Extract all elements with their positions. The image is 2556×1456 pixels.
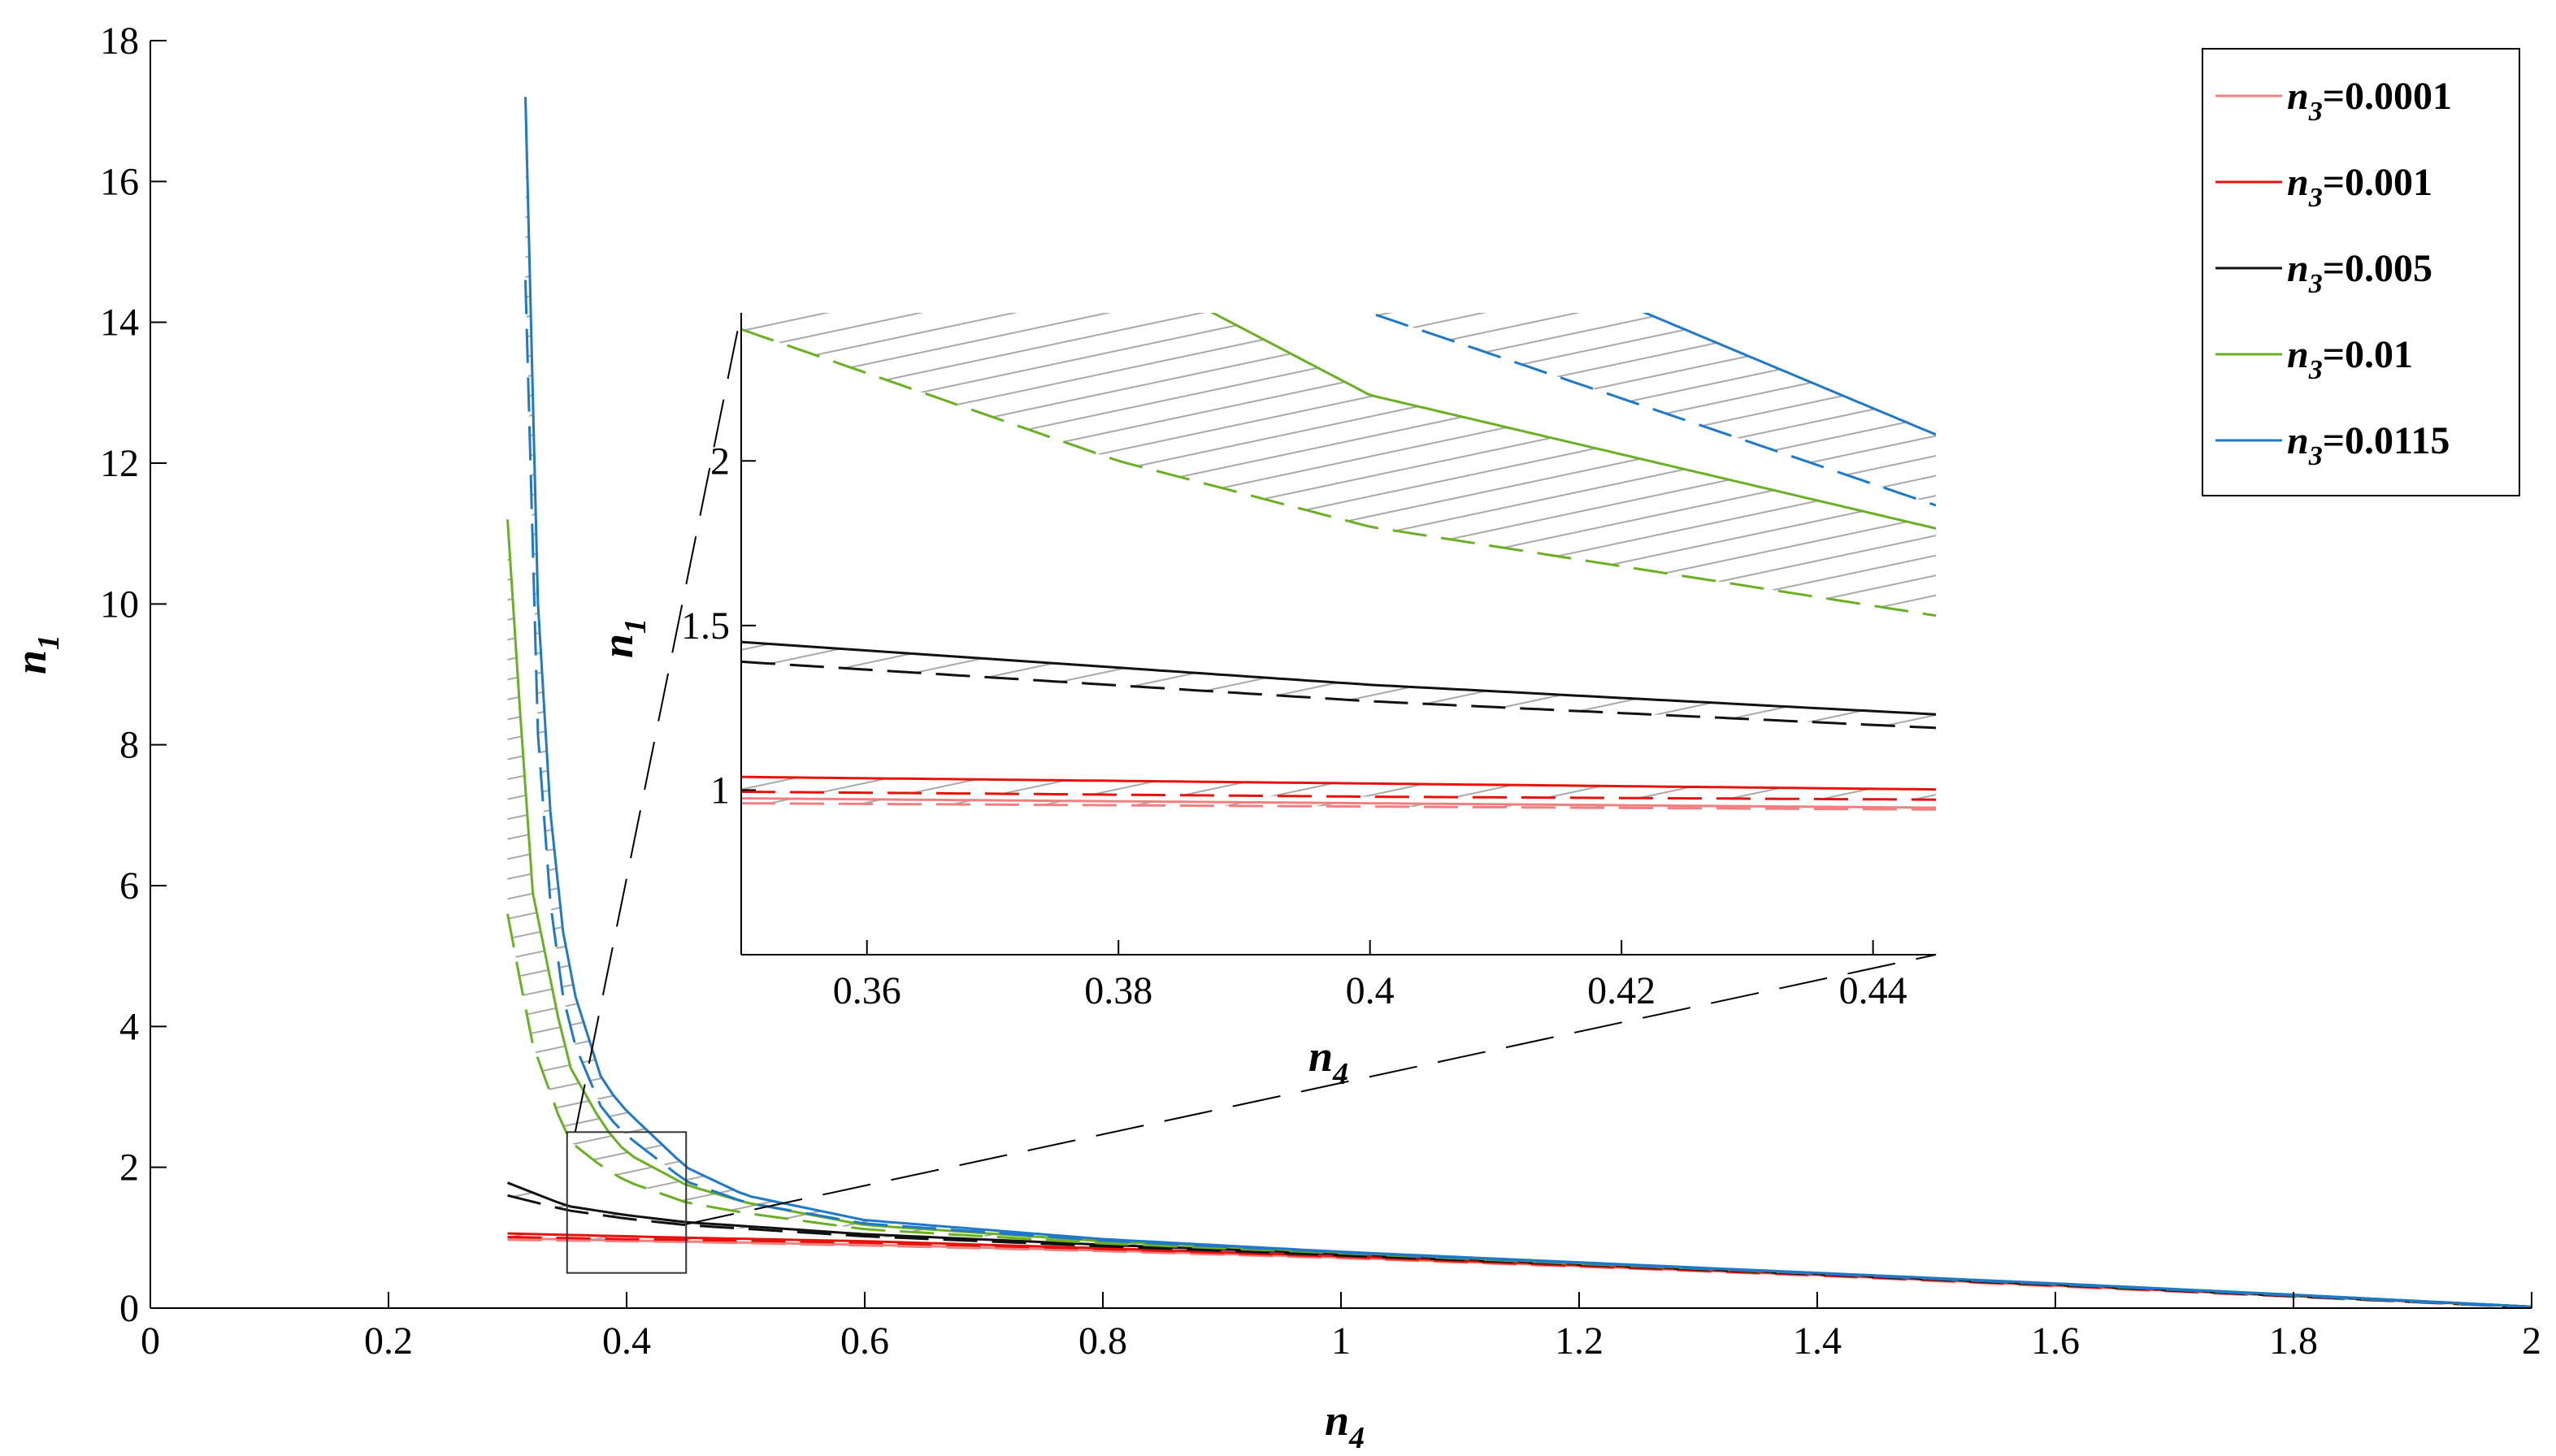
inset-line-upper-series-2 — [741, 640, 1936, 716]
x-tick-label: 1.2 — [1555, 1320, 1603, 1363]
legend-entry-series-2: n3=0.005 — [2287, 247, 2432, 299]
legend-entry-value: =0.01 — [2323, 333, 2413, 376]
inset-y-tick-label: 2 — [710, 440, 730, 483]
legend-entry-subscript: 3 — [2308, 441, 2323, 471]
x-tick-label: 0 — [141, 1320, 160, 1363]
main-band-series-0 — [507, 1238, 2532, 1308]
inset-x-tick-label: 0.42 — [1587, 969, 1656, 1012]
y-tick-label: 16 — [100, 160, 139, 203]
legend: n3=0.0001n3=0.001n3=0.005n3=0.01n3=0.011… — [2202, 48, 2520, 496]
y-axis-label: n1 — [7, 635, 66, 674]
legend-entry-value: =0.005 — [2323, 247, 2432, 290]
inset-line-lower-series-1 — [741, 791, 1936, 801]
x-tick-label: 0.2 — [364, 1320, 413, 1363]
x-tick-label: 0.6 — [840, 1320, 889, 1363]
x-tick-label: 0.8 — [1078, 1320, 1127, 1363]
y-axis-label-subscript: 1 — [32, 635, 66, 650]
x-tick-label: 1.6 — [2031, 1320, 2080, 1363]
y-tick-label: 14 — [100, 301, 139, 344]
legend-entry-value: =0.0115 — [2323, 419, 2450, 462]
zoom-connector-line — [686, 954, 1937, 1225]
main-plot: 0 0.2 0.4 0.6 0.8 1 1.2 1.4 1.6 1.8 20246810121416… — [7, 20, 2541, 1455]
main-line-lower-series-0 — [507, 1238, 2532, 1308]
main-line-lower-series-3 — [506, 913, 2532, 1308]
y-tick-label: 4 — [119, 1005, 139, 1048]
main-line-upper-series-0 — [507, 1237, 2532, 1308]
main-line-lower-series-1 — [507, 1236, 2532, 1308]
inset-y-axis-label-subscript: 1 — [618, 618, 653, 634]
x-tick-label: 1 — [1331, 1320, 1351, 1363]
legend-entry-main: n — [2287, 419, 2309, 462]
legend-entry-series-4: n3=0.0115 — [2287, 419, 2450, 471]
inset-y-axis-label-main: n — [593, 634, 642, 658]
legend-entry-subscript: 3 — [2308, 355, 2323, 385]
inset-line-lower-series-2 — [741, 660, 1936, 730]
zoom-region-box — [566, 1131, 688, 1274]
inset-x-tick-label: 0.38 — [1084, 969, 1152, 1012]
inset-y-tick-label: 1.5 — [681, 604, 730, 648]
inset-band-series-3 — [741, 313, 1936, 616]
legend-entry-series-0: n3=0.0001 — [2287, 75, 2452, 127]
inset-line-upper-series-0 — [741, 797, 1936, 809]
main-line-lower-series-4 — [524, 280, 2532, 1308]
legend-entry-main: n — [2287, 247, 2309, 290]
legend-entry-subscript: 3 — [2308, 97, 2323, 127]
y-tick-label: 18 — [100, 20, 139, 63]
inset-line-upper-series-1 — [741, 775, 1936, 791]
x-tick-label: 0.4 — [602, 1320, 651, 1363]
inset-y-axis-label: n1 — [593, 618, 653, 658]
legend-entry-main: n — [2287, 161, 2309, 204]
legend-entry-value: =0.001 — [2323, 161, 2432, 204]
y-tick-label: 8 — [119, 724, 139, 767]
x-axis-label-subscript: 4 — [1348, 1421, 1365, 1455]
inset-line-upper-series-4 — [1642, 313, 1936, 436]
inset-y-tick-label: 1 — [710, 769, 730, 812]
inset-x-tick-label: 0.36 — [833, 969, 901, 1012]
inset-line-upper-series-3 — [1210, 313, 1936, 530]
x-tick-label: 2 — [2522, 1320, 2541, 1363]
inset-line-lower-series-3 — [741, 327, 1936, 618]
legend-entry-subscript: 3 — [2308, 183, 2323, 213]
legend-entry-series-3: n3=0.01 — [2287, 333, 2413, 385]
legend-box — [2202, 48, 2520, 496]
legend-entry-main: n — [2287, 333, 2309, 376]
inset-x-axis-label-subscript: 4 — [1332, 1057, 1348, 1091]
y-tick-label: 12 — [100, 442, 139, 485]
x-tick-label: 1.4 — [1793, 1320, 1842, 1363]
x-axis-label-main: n — [1325, 1396, 1349, 1445]
zoom-connector-line — [574, 312, 742, 1133]
x-tick-label: 1.8 — [2269, 1320, 2318, 1363]
inset-x-axis-label-main: n — [1308, 1032, 1333, 1081]
y-tick-label: 2 — [119, 1146, 139, 1190]
x-axis-label: n4 — [1325, 1396, 1365, 1455]
inset-x-axis-label: n4 — [1308, 1032, 1348, 1091]
y-tick-label: 10 — [100, 583, 139, 626]
y-tick-label: 0 — [119, 1287, 139, 1330]
legend-entry-value: =0.0001 — [2323, 75, 2452, 118]
inset-x-tick-label: 0.44 — [1839, 969, 1907, 1012]
legend-entry-main: n — [2287, 75, 2309, 118]
inset-line-lower-series-0 — [741, 802, 1936, 811]
y-tick-label: 6 — [119, 864, 139, 908]
legend-entry-series-1: n3=0.001 — [2287, 161, 2432, 213]
inset-x-tick-label: 0.4 — [1346, 969, 1395, 1012]
y-axis-label-main: n — [7, 650, 55, 674]
legend-entry-subscript: 3 — [2308, 269, 2323, 299]
